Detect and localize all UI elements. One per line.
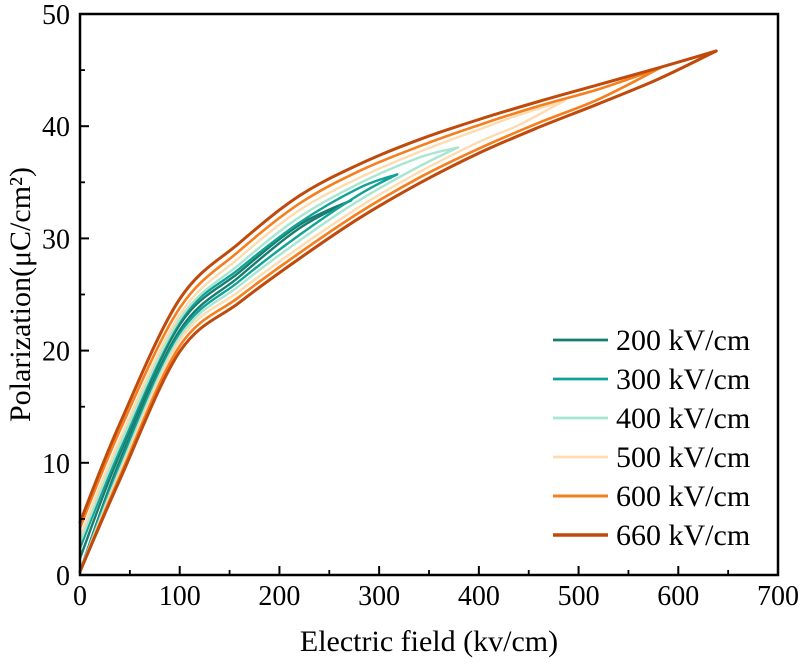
x-tick-label: 200 [258, 581, 300, 612]
x-tick-label: 0 [73, 581, 87, 612]
series-500kv-upper-branch [78, 99, 566, 539]
series-400kv-upper-branch [78, 146, 460, 544]
series-660kv-lower-branch [78, 49, 718, 574]
x-tick-label: 700 [757, 581, 799, 612]
legend-label-300kv: 300 kV/cm [616, 363, 750, 396]
legend-label-500kv: 500 kV/cm [616, 441, 750, 474]
x-axis-title: Electric field (kv/cm) [300, 625, 558, 658]
series-300kv-lower-branch [78, 173, 399, 573]
series-600kv-lower-branch [78, 66, 662, 573]
y-axis-title: Polarization(μC/cm²) [4, 167, 37, 422]
legend-label-200kv: 200 kV/cm [616, 324, 750, 357]
x-tick-label: 600 [657, 581, 699, 612]
y-tick-label: 20 [42, 337, 70, 368]
x-tick-label: 500 [558, 581, 600, 612]
y-tick-label: 30 [42, 224, 70, 255]
series-600kv-upper-branch [78, 66, 662, 530]
series-200kv-upper-branch [78, 199, 353, 560]
series-500kv-lower-branch [78, 99, 566, 573]
legend-label-660kv: 660 kV/cm [616, 519, 750, 552]
series-300kv-upper-branch [78, 173, 399, 550]
legend-label-400kv: 400 kV/cm [616, 402, 750, 435]
y-tick-label: 40 [42, 112, 70, 143]
series-400kv-lower-branch [78, 146, 460, 573]
x-tick-label: 100 [159, 581, 201, 612]
y-tick-label: 0 [56, 561, 70, 592]
x-tick-label: 400 [458, 581, 500, 612]
y-tick-label: 50 [42, 0, 70, 31]
series-200kv-lower-branch [78, 199, 353, 573]
legend-label-600kv: 600 kV/cm [616, 480, 750, 513]
x-tick-label: 300 [358, 581, 400, 612]
series-660kv-upper-branch [78, 49, 718, 524]
y-tick-label: 10 [42, 449, 70, 480]
